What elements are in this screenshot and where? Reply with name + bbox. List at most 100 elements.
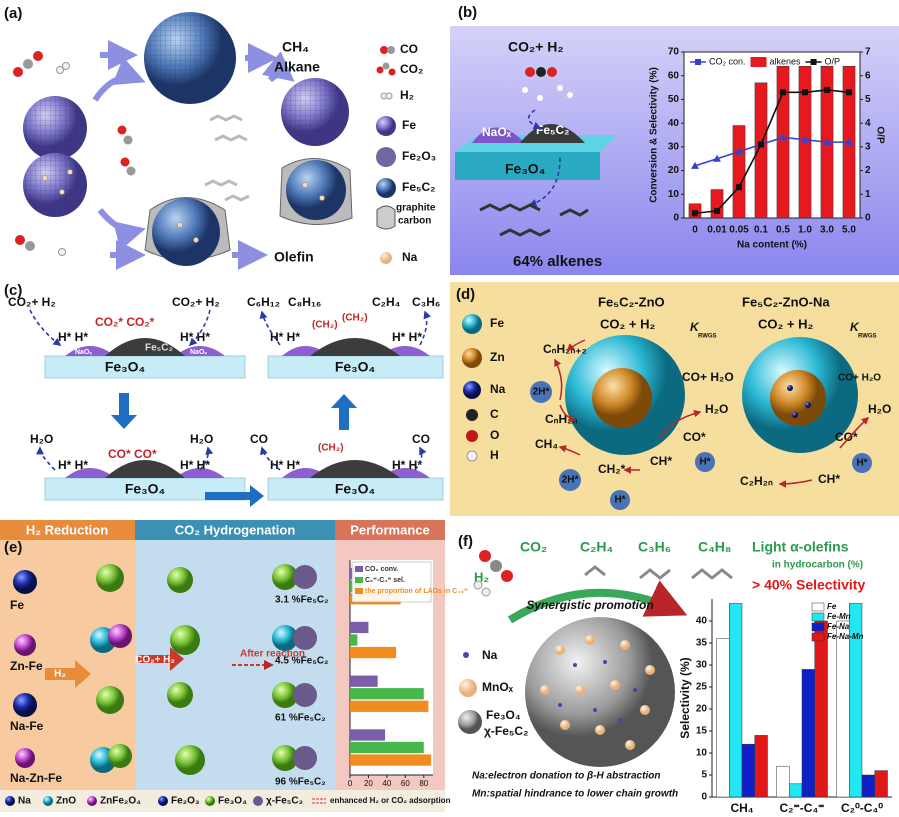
species: CO+ H₂O — [838, 373, 881, 384]
selectivity: > 40% Selectivity — [752, 577, 865, 593]
adsorbate: CO* CO* — [108, 447, 157, 461]
marker — [779, 133, 787, 141]
promotion: Synergistic promotion — [526, 598, 653, 612]
legend-swatch — [810, 59, 817, 65]
marker — [736, 184, 742, 191]
marker — [692, 210, 698, 217]
flow-arrow — [527, 109, 542, 130]
y2-tick-label: 6 — [865, 70, 871, 81]
x-tick-label: 1.0 — [798, 225, 812, 236]
bar — [836, 620, 850, 798]
x-tick-label: 40 — [382, 779, 391, 788]
panel-label: (d) — [456, 286, 475, 303]
y-tick-label: 20 — [668, 165, 680, 176]
bar — [754, 82, 768, 219]
species: H₂O — [868, 402, 891, 416]
plot-frame — [683, 51, 861, 219]
material-label: Fe — [10, 598, 24, 612]
arrow-label: H₂ — [54, 669, 66, 680]
species: 2H* — [533, 387, 550, 398]
h-bubble — [530, 381, 552, 403]
adsorbate: H* H* — [180, 330, 210, 344]
product: C₂H₄ — [372, 295, 401, 309]
legend-balls — [462, 314, 482, 462]
zn-core — [592, 368, 652, 428]
y-tick-label: 50 — [668, 94, 680, 105]
bar — [801, 669, 815, 798]
reactants: CO₂ + H₂ — [600, 316, 655, 331]
product: CO — [250, 432, 268, 446]
bar — [874, 770, 888, 798]
bar — [776, 765, 790, 798]
chain: (CH₂) — [342, 313, 368, 324]
legend-label: CO₂ con. — [709, 56, 746, 66]
legend-label: alkenes — [770, 56, 802, 66]
legend-label: C — [490, 407, 499, 421]
bar — [350, 675, 378, 687]
y2-tick-label: 2 — [865, 165, 871, 176]
y-axis-label: Selectivity (%) — [678, 657, 692, 738]
legend-label: O — [490, 428, 499, 442]
marker — [823, 138, 831, 146]
legend-label: χ-Fe₅C₂ — [266, 796, 303, 807]
header-bar — [335, 520, 445, 540]
h-bubble — [695, 452, 715, 472]
co2-molecule — [473, 550, 513, 597]
panel-b: (b) CO₂+ H₂ NaOₓ Fe₅C₂ Fe₃O₄ 64% alkenes — [450, 4, 899, 275]
supports — [44, 355, 444, 501]
arrow-label: CO₂+ H₂ — [135, 655, 175, 666]
x-tick-label: C₂⁰-C₄⁰ — [841, 801, 883, 815]
panel-f: (f) CO₂ H₂ C₂H₄ C₃H₆ C₄H₈ Light α-olefin… — [458, 533, 865, 800]
legend-label: Fe₅C₂ — [402, 180, 436, 194]
y2-axis-label: O/P — [874, 126, 885, 144]
adsorbate: H* H* — [270, 330, 300, 344]
mechanism-arrows — [554, 339, 870, 488]
x-tick-label: 5.0 — [842, 225, 856, 236]
catalysts — [65, 338, 430, 478]
chain: (CH₂) — [312, 320, 338, 331]
species: 2H* — [562, 475, 579, 486]
particle-title: Fe₅C₂-ZnO-Na — [742, 294, 830, 309]
legend-label: carbon — [398, 216, 431, 227]
fraction: 61 %Fe₅C₂ — [275, 713, 326, 724]
headline: Light α-olefins — [752, 539, 849, 555]
caption: 64% alkenes — [513, 253, 602, 270]
note: Na:electron donation to β-H abstraction — [472, 771, 660, 782]
legend-label: Na — [402, 250, 418, 264]
legend-icon — [463, 652, 469, 658]
marker — [824, 86, 830, 93]
legend-label: enhanced H₂ or CO₂ adsorption — [330, 796, 451, 805]
support-label: Fe₃O₄ — [505, 161, 545, 177]
legend-label: Fe₂O₃ — [171, 796, 200, 807]
legend-icon — [459, 679, 477, 697]
support-label: Fe₃O₄ — [105, 359, 145, 375]
zn-core — [770, 370, 826, 426]
olefin: C₄H₈ — [698, 539, 731, 555]
reactants: CO₂+ H₂ — [8, 295, 56, 309]
bar — [716, 638, 730, 798]
support-label: Fe₃O₄ — [335, 359, 375, 375]
species: C₂H₂ₙ — [740, 474, 773, 488]
sphere-na — [558, 660, 637, 722]
marker — [735, 147, 743, 155]
bar — [754, 735, 768, 798]
adsorbate: H* H* — [180, 458, 210, 472]
reactant: CO₂ — [520, 539, 547, 555]
y2-tick-label: 7 — [865, 47, 871, 58]
x-tick-label: CH₄ — [730, 801, 753, 815]
fraction: 3.1 %Fe₅C₂ — [275, 595, 329, 606]
species: CH* — [650, 454, 672, 468]
legend-label: Zn — [490, 350, 505, 364]
species: CH* — [818, 472, 840, 486]
legend-swatch — [695, 59, 701, 65]
legend-swatch — [355, 566, 363, 572]
legend-label: CO₂ — [400, 62, 423, 76]
marker — [802, 89, 808, 96]
y2-tick-label: 3 — [865, 141, 871, 152]
olefin: C₃H₆ — [638, 539, 671, 555]
panel-label: (e) — [4, 539, 22, 556]
legend-label: Na — [482, 648, 498, 662]
line — [694, 136, 849, 167]
y2-tick-label: 4 — [865, 118, 871, 129]
